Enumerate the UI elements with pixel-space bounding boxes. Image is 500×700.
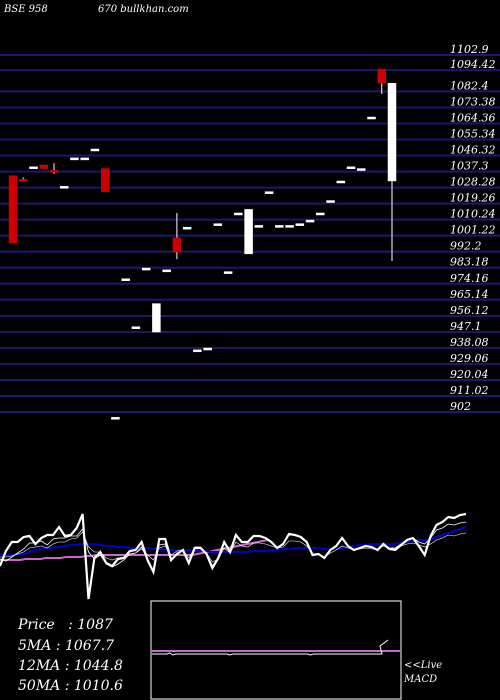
y-tick-label: 929.06 bbox=[450, 352, 489, 365]
candle-body bbox=[39, 164, 48, 169]
y-tick-label: 1073.38 bbox=[450, 95, 496, 108]
candle-body bbox=[141, 267, 151, 271]
ticker-label: BSE 958 bbox=[4, 4, 48, 15]
candle-body bbox=[285, 225, 294, 228]
candle-body bbox=[223, 271, 233, 274]
y-tick-label: 965.14 bbox=[450, 288, 489, 301]
candle-body bbox=[193, 349, 202, 353]
candle-body bbox=[244, 209, 253, 255]
y-tick-label: 1102.9 bbox=[450, 43, 489, 56]
y-axis-ticks: 1102.9 1094.42 1082.4 1073.38 1064.36 1055.34… bbox=[450, 43, 496, 413]
y-tick-label: 1064.36 bbox=[450, 111, 496, 124]
macd-panel bbox=[150, 600, 402, 700]
candle-body bbox=[70, 157, 79, 161]
candle-body bbox=[131, 326, 141, 329]
y-tick-label: 902 bbox=[450, 400, 471, 413]
ma5-value: 1067.7 bbox=[64, 638, 114, 654]
y-tick-label: 1028.28 bbox=[450, 176, 496, 189]
candle-body bbox=[111, 417, 120, 420]
candle-body bbox=[49, 170, 59, 173]
candle-body bbox=[346, 166, 356, 170]
y-tick-label: 1019.26 bbox=[450, 192, 496, 205]
y-tick-label: 983.18 bbox=[450, 256, 489, 269]
y-tick-label: 911.02 bbox=[450, 384, 489, 397]
indicator-panel bbox=[0, 512, 467, 600]
candle-body bbox=[29, 166, 38, 170]
ma12-value: 1044.8 bbox=[73, 658, 123, 674]
candle-body bbox=[172, 237, 182, 253]
candle-body bbox=[234, 212, 243, 216]
y-tick-label: 974.16 bbox=[450, 272, 489, 285]
candle-body bbox=[203, 347, 212, 351]
candle-body bbox=[275, 225, 284, 228]
candle-body bbox=[367, 116, 376, 120]
candle-body bbox=[264, 191, 274, 194]
ma12-readout: 12MA : 1044.8 bbox=[18, 656, 123, 676]
candle-body bbox=[80, 157, 89, 161]
candle-body bbox=[162, 269, 171, 273]
candle-body bbox=[305, 219, 315, 223]
ma5-label: 5MA : bbox=[18, 638, 61, 654]
candle-body bbox=[326, 200, 335, 203]
live-label: <<Live bbox=[404, 660, 443, 671]
candle-body bbox=[387, 83, 397, 182]
candle-body bbox=[377, 68, 387, 84]
candle-body bbox=[152, 303, 161, 333]
candle-body bbox=[213, 223, 223, 226]
ma50-readout: 50MA : 1010.6 bbox=[18, 676, 123, 696]
macd-line bbox=[152, 639, 389, 656]
candle-body bbox=[59, 186, 69, 189]
y-tick-label: 920.04 bbox=[450, 368, 489, 381]
y-tick-label: 938.08 bbox=[450, 336, 489, 349]
candlesticks bbox=[8, 68, 397, 420]
price-value: 1087 bbox=[77, 617, 113, 633]
ma50-label: 50MA : bbox=[18, 678, 70, 694]
ma12-label: 12MA : bbox=[18, 658, 70, 674]
ma50-line bbox=[0, 539, 269, 561]
y-tick-label: 1055.34 bbox=[450, 128, 496, 141]
y-tick-label: 1046.32 bbox=[450, 144, 496, 157]
candle-body bbox=[295, 223, 305, 226]
y-tick-label: 1082.4 bbox=[450, 79, 489, 92]
candle-body bbox=[336, 180, 346, 184]
y-tick-label: 1094.42 bbox=[450, 58, 496, 71]
candle-body bbox=[182, 226, 192, 230]
ma-long-line bbox=[0, 526, 467, 556]
y-tick-label: 1001.22 bbox=[450, 224, 496, 237]
y-tick-label: 947.1 bbox=[450, 320, 482, 333]
y-tick-label: 992.2 bbox=[450, 240, 482, 253]
site-label: 670 bullkhan.com bbox=[98, 4, 189, 15]
price-label: Price : bbox=[18, 617, 73, 633]
price-readout: Price : 1087 bbox=[18, 615, 113, 635]
candle-body bbox=[18, 178, 28, 182]
macd-label: MACD bbox=[404, 674, 438, 685]
ma5-readout: 5MA : 1067.7 bbox=[18, 636, 114, 656]
y-tick-label: 956.12 bbox=[450, 304, 489, 317]
ma50-value: 1010.6 bbox=[73, 678, 123, 694]
candle-body bbox=[121, 278, 130, 281]
price-line bbox=[0, 512, 467, 600]
candle-body bbox=[357, 168, 366, 171]
candle-body bbox=[8, 175, 18, 244]
candle-body bbox=[316, 212, 325, 216]
candle-body bbox=[90, 148, 100, 152]
y-tick-label: 1010.24 bbox=[450, 208, 496, 221]
y-tick-label: 1037.3 bbox=[450, 160, 489, 173]
candle-body bbox=[254, 225, 264, 228]
candle-body bbox=[100, 168, 110, 192]
